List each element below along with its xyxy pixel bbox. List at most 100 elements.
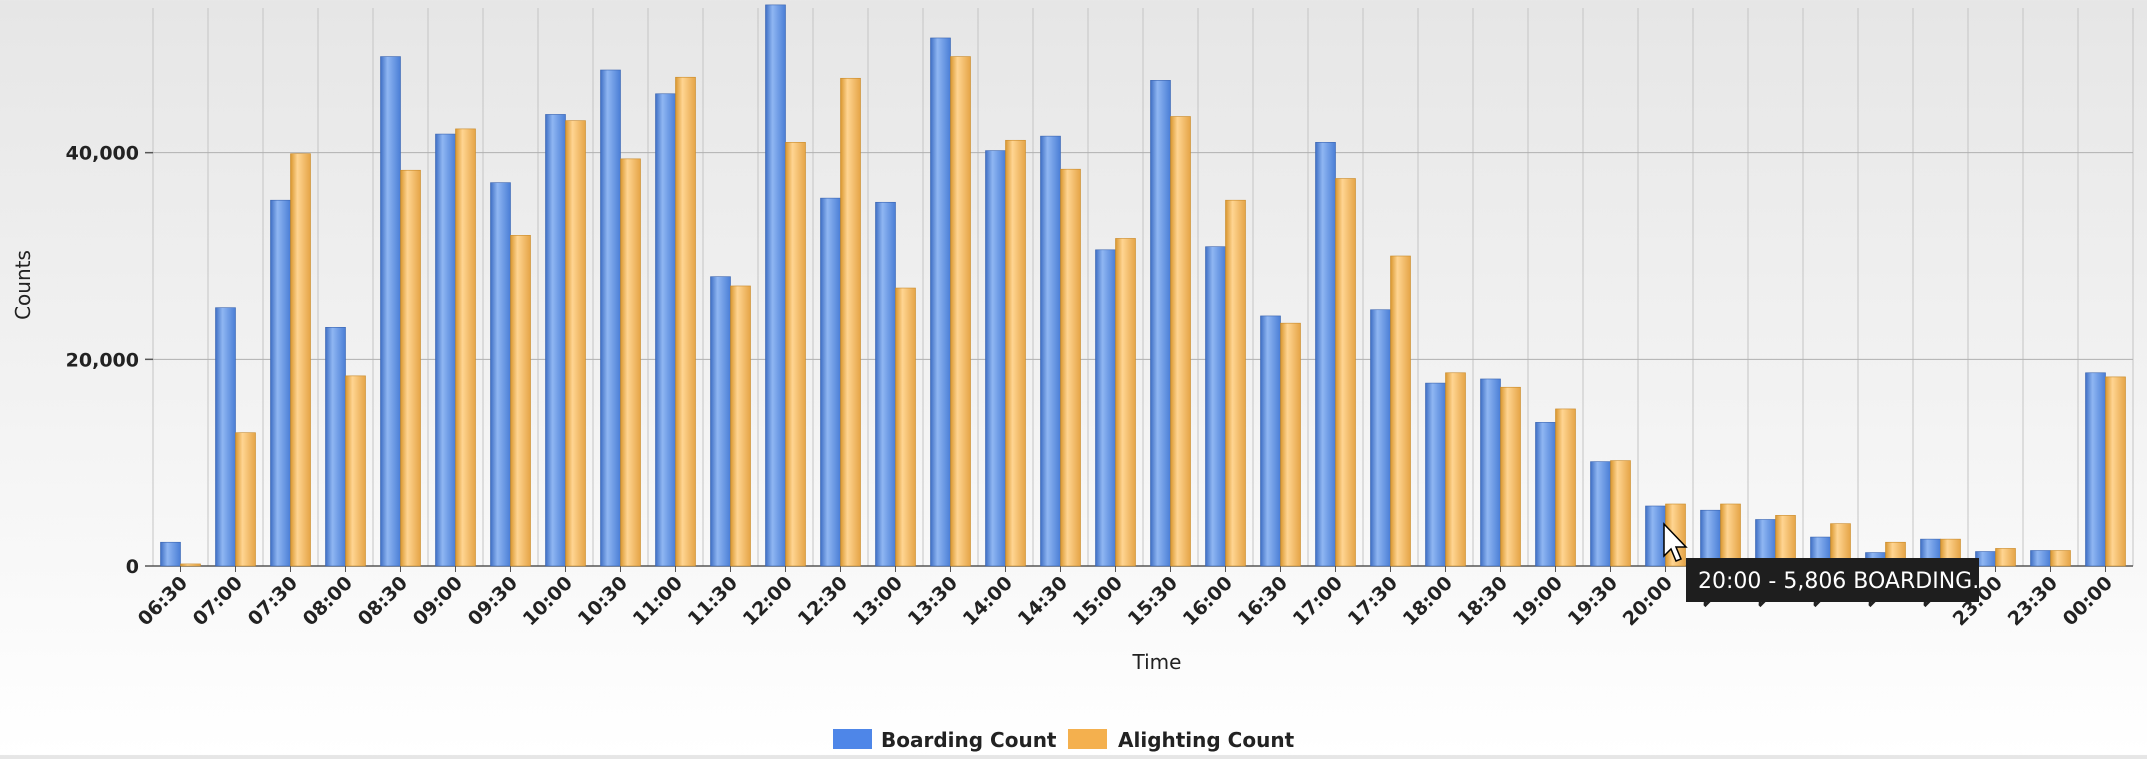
x-tick-label: 13:30	[904, 572, 962, 630]
bar-alighting-1830[interactable]	[1500, 386, 1521, 567]
x-tick-label: 14:00	[959, 572, 1017, 630]
bar-alighting-0800[interactable]	[345, 375, 366, 567]
bar-boarding-1030[interactable]	[600, 69, 621, 567]
x-tick-label: 20:00	[1619, 572, 1677, 630]
bar-alighting-1730[interactable]	[1390, 255, 1411, 567]
x-tick-label: 09:00	[409, 572, 467, 630]
bar-boarding-1530[interactable]	[1150, 80, 1171, 567]
bar-alighting-1400[interactable]	[1005, 139, 1026, 567]
bar-alighting-1000[interactable]	[565, 120, 586, 567]
bar-alighting-1900[interactable]	[1555, 408, 1576, 567]
x-axis-title: Time	[1132, 650, 1182, 674]
bar-alighting-0830[interactable]	[400, 169, 421, 567]
x-tick-label: 13:00	[849, 572, 907, 630]
legend-swatch-alighting	[1068, 729, 1107, 749]
x-tick-label: 12:00	[739, 572, 797, 630]
y-tick-label: 40,000	[66, 143, 139, 165]
bar-alighting-1930[interactable]	[1610, 460, 1631, 567]
bar-alighting-1100[interactable]	[675, 76, 696, 567]
bar-boarding-1930[interactable]	[1590, 461, 1611, 567]
bar-boarding-0630[interactable]	[160, 541, 181, 567]
bar-boarding-1300[interactable]	[875, 201, 896, 567]
bar-boarding-1630[interactable]	[1260, 315, 1281, 567]
bar-alighting-1430[interactable]	[1060, 168, 1081, 567]
bar-alighting-1530[interactable]	[1170, 116, 1191, 567]
x-tick-label: 14:30	[1014, 572, 1072, 630]
bars	[160, 4, 2126, 567]
bar-boarding-1700[interactable]	[1315, 142, 1336, 567]
bar-alighting-2300[interactable]	[1995, 548, 2016, 567]
bar-boarding-2000[interactable]	[1645, 505, 1666, 567]
x-tick-label: 08:30	[354, 572, 412, 630]
bar-alighting-0930[interactable]	[510, 235, 531, 567]
x-tick-label: 15:30	[1124, 572, 1182, 630]
bar-alighting-0630[interactable]	[180, 563, 201, 567]
bar-alighting-1230[interactable]	[840, 77, 861, 567]
bar-alighting-1800[interactable]	[1445, 372, 1466, 567]
bar-alighting-1700[interactable]	[1335, 178, 1356, 567]
bar-alighting-1500[interactable]	[1115, 238, 1136, 567]
bar-boarding-1500[interactable]	[1095, 249, 1116, 567]
bar-alighting-1130[interactable]	[730, 285, 751, 567]
bar-boarding-0730[interactable]	[270, 199, 291, 567]
bar-boarding-2330[interactable]	[2030, 550, 2051, 567]
bar-alighting-2030[interactable]	[1720, 503, 1741, 567]
bar-alighting-0000[interactable]	[2105, 376, 2126, 567]
x-tick-label: 17:30	[1344, 572, 1402, 630]
bar-alighting-1300[interactable]	[895, 287, 916, 567]
bar-boarding-0000[interactable]	[2085, 372, 2106, 567]
bar-alighting-1630[interactable]	[1280, 322, 1301, 567]
bar-boarding-0700[interactable]	[215, 307, 236, 567]
x-tick-label: 12:30	[794, 572, 852, 630]
x-tick-label: 11:00	[629, 572, 687, 630]
bar-alighting-1330[interactable]	[950, 56, 971, 567]
bar-boarding-0900[interactable]	[435, 133, 456, 567]
bar-boarding-1730[interactable]	[1370, 309, 1391, 567]
bar-boarding-1000[interactable]	[545, 114, 566, 567]
bar-alighting-1030[interactable]	[620, 158, 641, 567]
bar-boarding-1130[interactable]	[710, 276, 731, 567]
x-tick-label: 06:30	[134, 572, 192, 630]
bar-boarding-0830[interactable]	[380, 56, 401, 567]
y-tick-label: 0	[126, 556, 139, 578]
bar-boarding-1100[interactable]	[655, 93, 676, 567]
x-tick-label: 19:00	[1509, 572, 1567, 630]
x-tick-label: 16:00	[1179, 572, 1237, 630]
bar-boarding-1830[interactable]	[1480, 378, 1501, 567]
legend: Boarding Count Alighting Count	[833, 728, 1295, 752]
bar-alighting-2330[interactable]	[2050, 550, 2071, 567]
bar-boarding-0800[interactable]	[325, 326, 346, 567]
x-tick-label: 11:30	[684, 572, 742, 630]
x-tick-label: 09:30	[464, 572, 522, 630]
x-tick-label: 16:30	[1234, 572, 1292, 630]
bar-boarding-1900[interactable]	[1535, 422, 1556, 567]
x-tick-label: 17:00	[1289, 572, 1347, 630]
y-axis-title: Counts	[11, 250, 35, 320]
bar-boarding-1200[interactable]	[765, 4, 786, 567]
bar-alighting-0900[interactable]	[455, 128, 476, 567]
bar-boarding-1800[interactable]	[1425, 382, 1446, 567]
bar-boarding-1430[interactable]	[1040, 135, 1061, 567]
bar-alighting-1600[interactable]	[1225, 199, 1246, 567]
tooltip: 20:00 - 5,806 BOARDING.	[1686, 558, 1979, 602]
bar-boarding-0930[interactable]	[490, 182, 511, 567]
x-tick-label: 23:30	[2004, 572, 2062, 630]
legend-label-alighting: Alighting Count	[1118, 728, 1295, 752]
tooltip-box	[1686, 558, 1979, 602]
x-tick-label: 10:00	[519, 572, 577, 630]
bar-boarding-1230[interactable]	[820, 197, 841, 567]
x-tick-label: 19:30	[1564, 572, 1622, 630]
bar-boarding-2030[interactable]	[1700, 509, 1721, 567]
x-tick-label: 18:30	[1454, 572, 1512, 630]
bar-alighting-0700[interactable]	[235, 432, 256, 567]
legend-swatch-boarding	[833, 729, 872, 749]
x-tick-label: 08:00	[299, 572, 357, 630]
bar-alighting-0730[interactable]	[290, 153, 311, 567]
bar-boarding-1400[interactable]	[985, 150, 1006, 567]
bar-boarding-1600[interactable]	[1205, 246, 1226, 567]
y-tick-label: 20,000	[66, 349, 139, 371]
bar-boarding-1330[interactable]	[930, 37, 951, 567]
mouse-pointer-icon	[1663, 522, 1688, 562]
x-tick-label: 18:00	[1399, 572, 1457, 630]
bar-alighting-1200[interactable]	[785, 142, 806, 567]
